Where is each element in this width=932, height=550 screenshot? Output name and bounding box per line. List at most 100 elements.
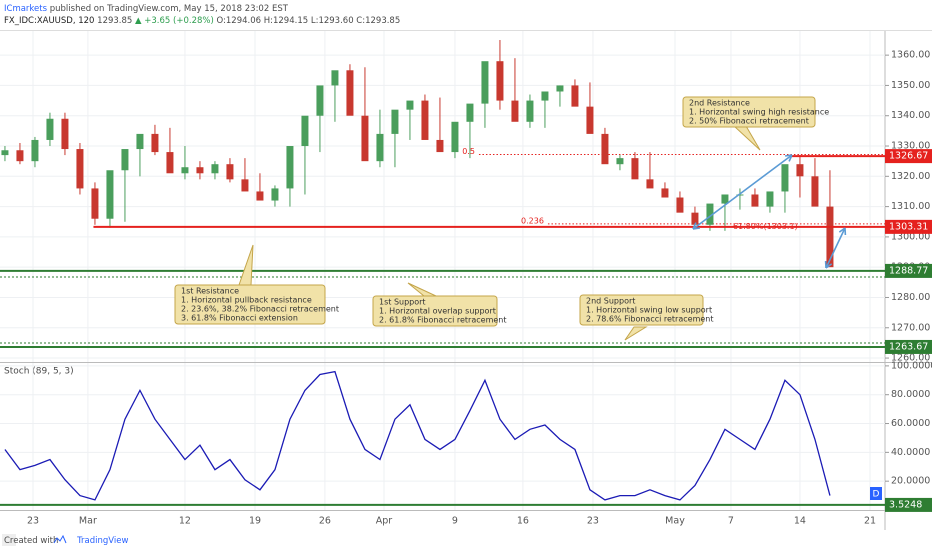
change: ▲ +3.65 (+0.28%) <box>135 16 214 26</box>
callout-title: 1st Support <box>379 298 426 307</box>
projection-arrow <box>692 154 793 230</box>
callout-box <box>372 295 498 327</box>
footer-logo <box>53 534 67 544</box>
x-tick-label: 9 <box>452 516 458 527</box>
publisher: ICmarkets <box>4 4 48 14</box>
candle-body <box>361 115 369 162</box>
callout-line: 1. Horizontal overlap support <box>379 307 496 316</box>
candle-body <box>256 191 264 201</box>
callout-title: 2nd Resistance <box>689 99 750 108</box>
projection-arrow <box>825 227 846 269</box>
candle-body <box>721 194 729 204</box>
y-tick-label: 1320.00 <box>891 171 930 182</box>
candle-body <box>376 133 384 162</box>
x-tick-label: 19 <box>249 516 261 527</box>
y-tick-label: 60.0000 <box>891 418 930 429</box>
x-tick-label: 16 <box>517 516 529 527</box>
stoch-title: Stoch (89, 5, 3) <box>4 367 74 377</box>
y-tick-label: 40.0000 <box>891 447 930 458</box>
candle-body <box>1 150 9 156</box>
candle-body <box>526 100 534 122</box>
candle-body <box>571 85 579 107</box>
last: 1293.85 <box>97 16 132 26</box>
candle-body <box>586 106 594 134</box>
candle-body <box>61 118 69 150</box>
footer-created: Created with <box>4 536 58 546</box>
candle-body <box>346 70 354 116</box>
callout-line: 2. 23.6%, 38.2% Fibonacci retracement <box>181 305 339 314</box>
candle-body <box>31 139 39 162</box>
callout-box <box>682 96 816 128</box>
callout-line: 2. 78.6% Fibonacci retracement <box>586 315 714 324</box>
candle-body <box>736 194 744 196</box>
candle-body <box>421 100 429 140</box>
candle-body <box>511 100 519 122</box>
level-label-bg <box>885 263 932 278</box>
candle-body <box>616 158 624 165</box>
candle-body <box>391 109 399 134</box>
arrow-head <box>692 227 701 230</box>
candle-body <box>796 164 804 177</box>
callout-title: 1st Resistance <box>181 287 239 296</box>
header-line: ICmarkets published on TradingView.com, … <box>4 4 289 14</box>
arrow-head <box>838 227 846 233</box>
x-tick-label: 23 <box>587 516 599 527</box>
callout-line: 1. Horizontal swing low support <box>586 306 712 315</box>
callout-line: 1. Horizontal pullback resistance <box>181 296 312 305</box>
callout-box <box>174 284 326 325</box>
callout-line: 3. 61.8% Fibonacci extension <box>181 314 298 323</box>
candle-body <box>331 70 339 86</box>
callout-line: 2. 50% Fibonacci retracement <box>689 117 809 126</box>
y-tick-label: 100.0000 <box>891 360 932 371</box>
candle-body <box>781 164 789 192</box>
level-label: 1288.77 <box>889 265 928 276</box>
stoch-last-label: 3.5248 <box>889 499 922 510</box>
callout-pointer <box>624 326 648 341</box>
x-tick-label: 26 <box>319 516 331 527</box>
candle-body <box>151 133 159 153</box>
candle-body <box>91 188 99 219</box>
candle-body <box>706 203 714 225</box>
badge-bg <box>870 487 882 500</box>
x-tick-label: 14 <box>794 516 806 527</box>
candle-body <box>751 194 759 207</box>
arrow-head <box>825 263 833 269</box>
arrow-head <box>692 222 697 230</box>
callout-line: 2. 61.8% Fibonacci retracement <box>379 316 507 325</box>
candle-body <box>541 91 549 101</box>
y-tick-label: 1330.00 <box>891 141 930 152</box>
fib-label: 0.236 <box>521 216 544 225</box>
candle-body <box>286 146 294 189</box>
stoch-line <box>4 370 831 501</box>
y-tick-label: 80.0000 <box>891 389 930 400</box>
candle-body <box>16 150 24 162</box>
candle-body <box>661 188 669 198</box>
candle-body <box>646 179 654 189</box>
ohlc: O:1294.06 H:1294.15 L:1293.60 C:1293.85 <box>216 16 400 26</box>
candle-body <box>676 197 684 213</box>
candle-body <box>766 191 774 207</box>
x-tick-label: 12 <box>179 516 191 527</box>
arrow-head <box>788 154 793 162</box>
x-tick-label: Mar <box>79 516 97 527</box>
candle-body <box>601 133 609 165</box>
candle-body <box>556 85 564 92</box>
badge: D <box>873 490 880 500</box>
y-tick-label: 1270.00 <box>891 322 930 333</box>
y-tick-label: 1360.00 <box>891 50 930 61</box>
level-label-bg <box>885 219 932 234</box>
footer-bg <box>2 534 16 546</box>
x-tick-label: 23 <box>27 516 39 527</box>
level-label-bg <box>885 149 932 164</box>
callout-box <box>579 294 704 326</box>
footer: Created with TradingView <box>4 536 128 546</box>
candle-body <box>76 149 84 189</box>
candle-body <box>106 170 114 219</box>
candle-body <box>826 206 834 268</box>
